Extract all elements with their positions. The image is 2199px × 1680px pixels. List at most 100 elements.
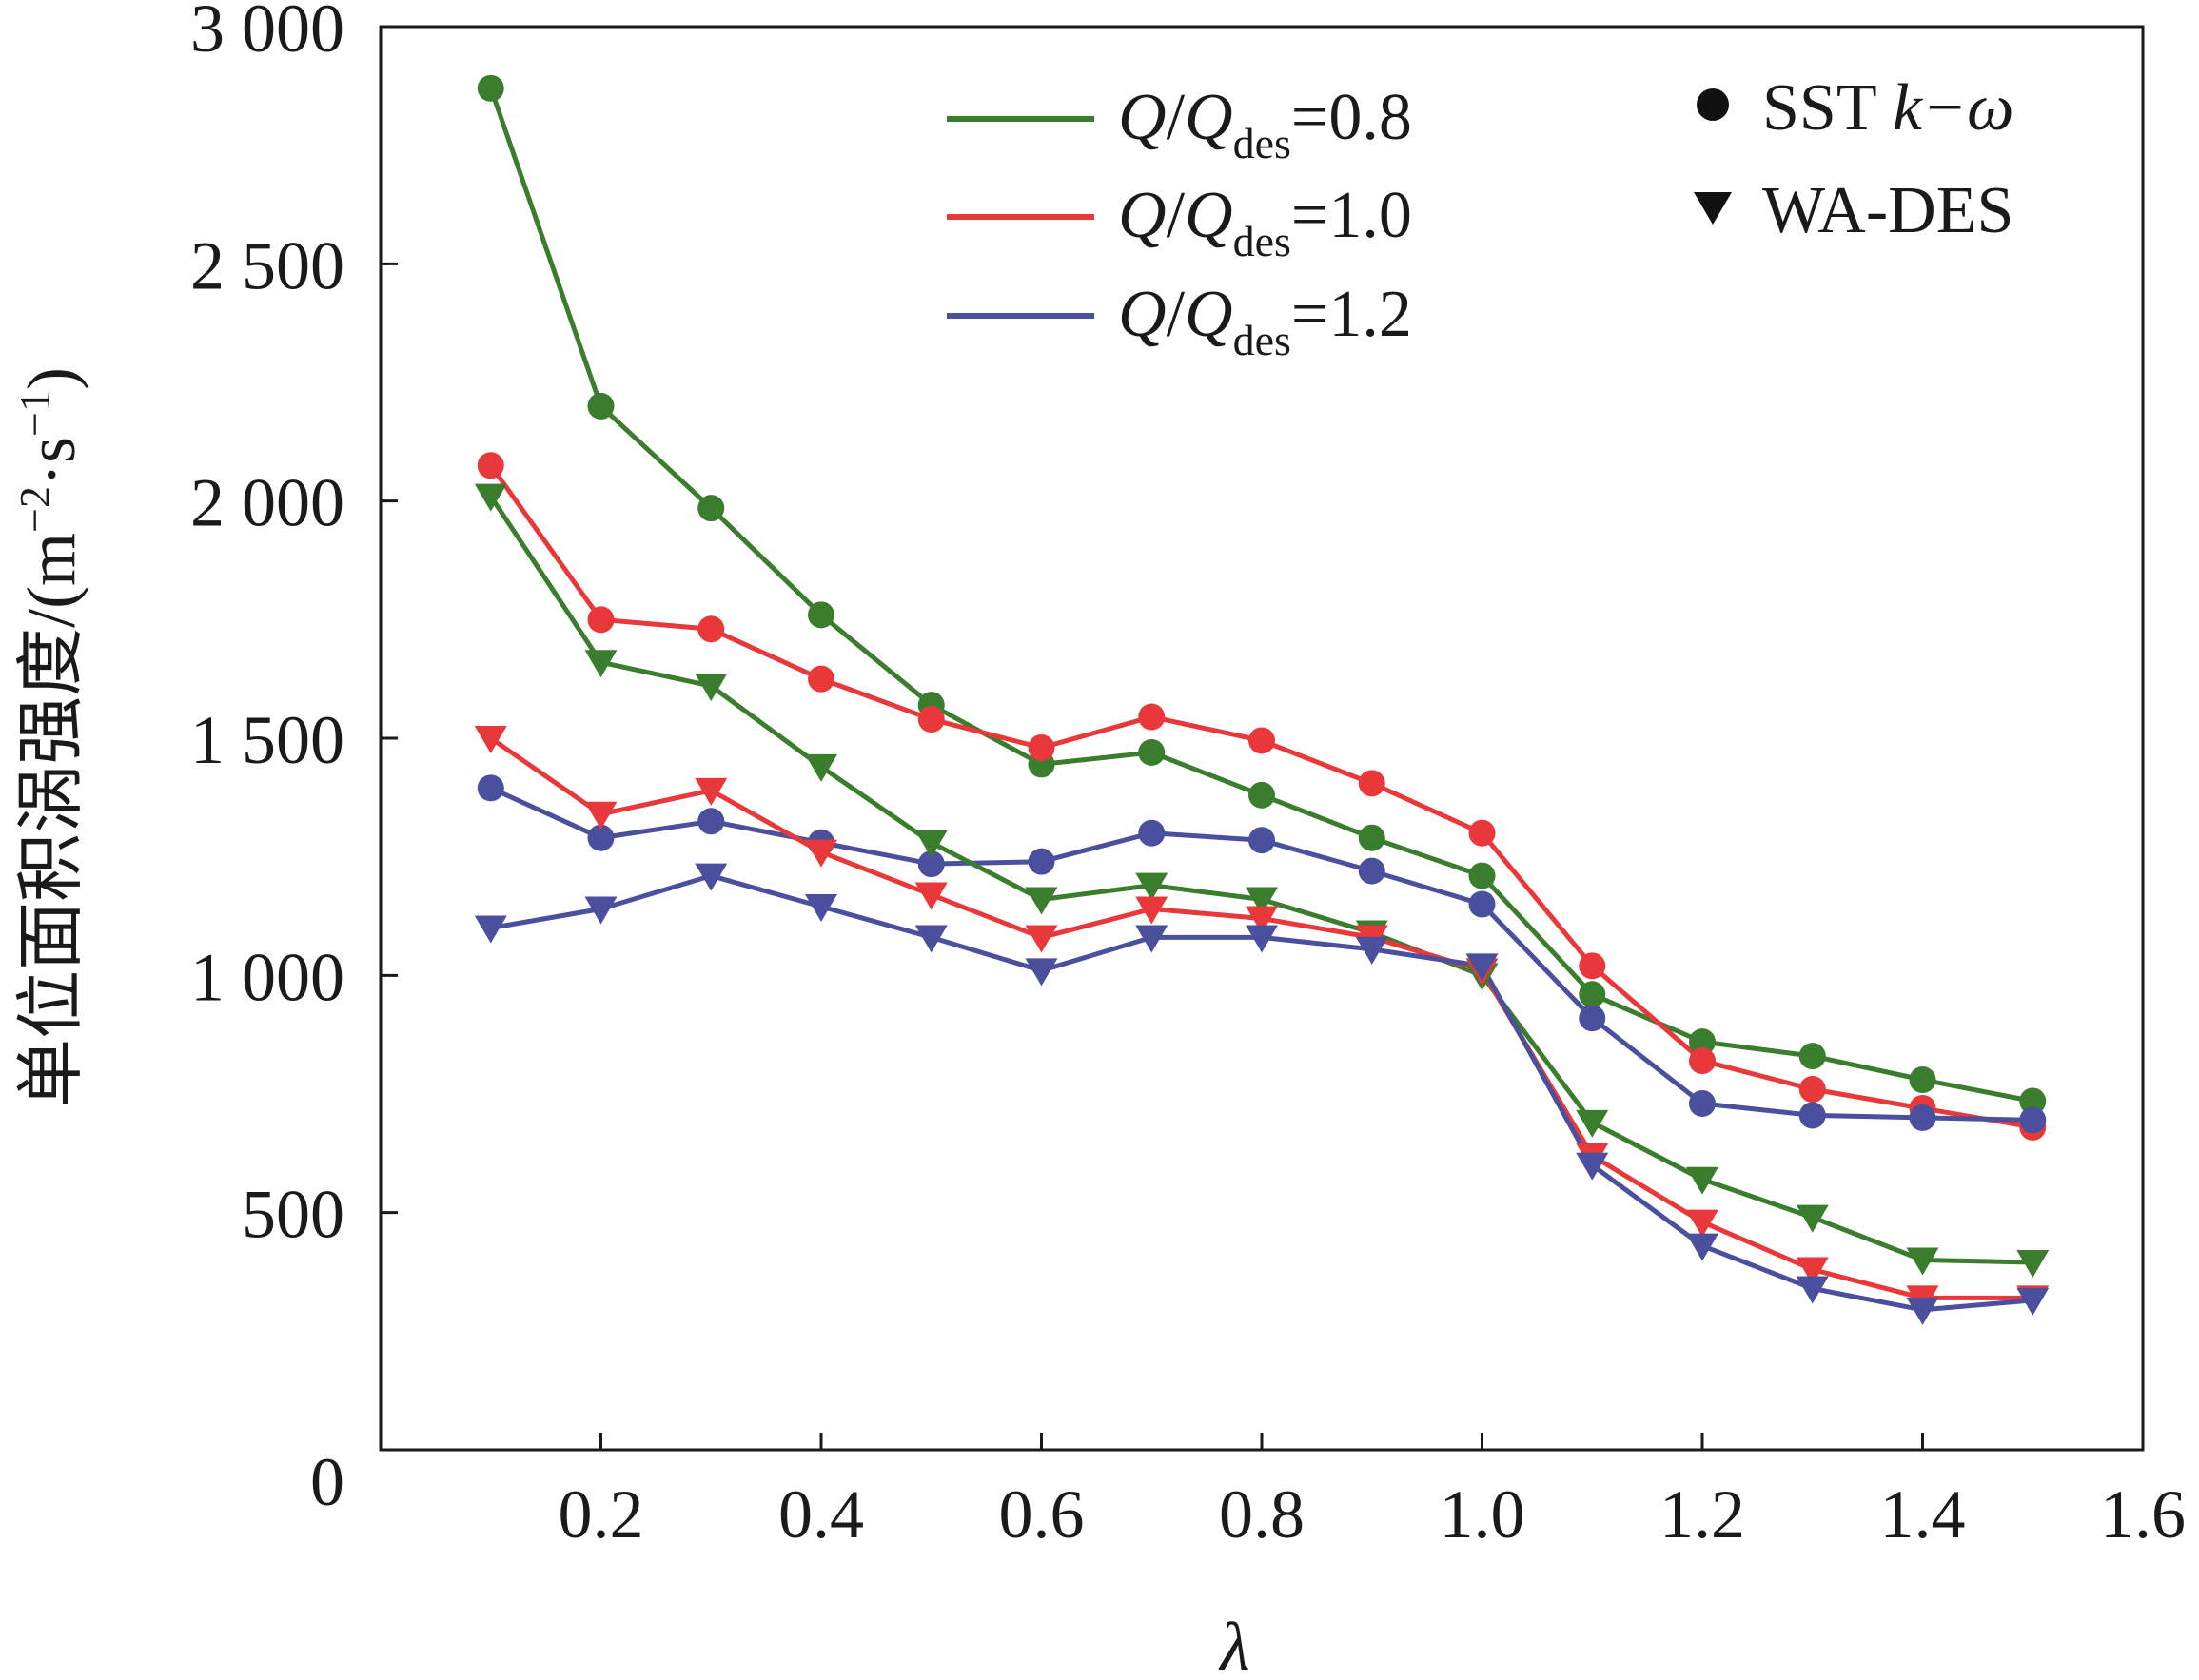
data-point-circle [1358, 770, 1385, 797]
y-tick-label: 1 500 [190, 702, 344, 778]
data-point-triangle [1025, 958, 1058, 987]
data-point-circle [1248, 781, 1275, 809]
data-point-circle [1358, 824, 1385, 851]
data-point-circle [587, 606, 615, 634]
data-point-circle [1468, 862, 1496, 889]
data-point-circle [1689, 1028, 1716, 1056]
data-point-triangle [2016, 1287, 2050, 1316]
data-point-circle [1689, 1089, 1716, 1117]
data-point-triangle [1025, 925, 1058, 953]
data-point-circle [697, 495, 725, 522]
legend-item-flow-1.0: Q/Qdes=1.0 [947, 179, 1412, 265]
legend-label: SST k−ω [1762, 71, 2014, 145]
data-point-triangle [1686, 1209, 1718, 1238]
legend-label: Q/Qdes=0.8 [1118, 81, 1412, 167]
data-point-triangle [1246, 887, 1278, 915]
data-point-triangle [1796, 1257, 1829, 1285]
data-point-triangle [805, 839, 837, 868]
x-tick-label: 1.2 [1659, 1476, 1745, 1553]
data-point-circle [1138, 819, 1166, 847]
data-point-triangle [1906, 1247, 1939, 1276]
x-tick-label: 0.4 [778, 1476, 864, 1553]
y-tick-label: 2 000 [190, 465, 344, 541]
data-point-triangle [1246, 925, 1278, 953]
y-tick-label: 0 [310, 1444, 344, 1520]
y-axis: 0 500 1 000 1 500 2 000 2 500 3 000 [190, 0, 398, 1520]
legend-label: Q/Qdes=1.0 [1118, 179, 1412, 265]
data-point-triangle [584, 896, 618, 925]
y-axis-title-prefix: 单位面积涡强度/(m [13, 533, 89, 1107]
legend-label: WA-DES [1762, 174, 2013, 247]
y-axis-title-exp2: −1 [10, 390, 59, 437]
data-point-triangle [1796, 1276, 1829, 1304]
data-point-circle [1138, 703, 1166, 731]
data-point-triangle [1135, 896, 1168, 925]
data-point-triangle [1135, 925, 1168, 953]
data-point-triangle [1355, 936, 1388, 965]
data-point-triangle [1576, 1152, 1609, 1181]
data-point-circle [587, 392, 615, 420]
data-point-circle [477, 74, 504, 102]
x-tick-label: 0.6 [999, 1476, 1085, 1553]
series-lines [488, 87, 2033, 1313]
y-tick-label: 3 000 [190, 0, 344, 67]
data-point-triangle [914, 830, 948, 858]
data-point-circle [1028, 733, 1055, 761]
data-point-circle [697, 615, 725, 643]
data-point-triangle [2016, 1250, 2050, 1279]
x-axis-title: λ [1218, 1609, 1249, 1680]
data-point-circle [1798, 1043, 1826, 1070]
data-point-triangle [1465, 953, 1499, 982]
data-point-triangle [1576, 1109, 1609, 1138]
legend-marker-circle [1697, 88, 1729, 121]
data-point-triangle [914, 882, 948, 910]
data-point-triangle [695, 863, 728, 891]
x-axis: 0.2 0.4 0.6 0.8 1.0 1.2 1.4 1.6 [559, 1433, 2186, 1553]
x-tick-label: 0.8 [1219, 1476, 1305, 1553]
data-point-circle [1138, 738, 1166, 766]
data-point-triangle [474, 915, 507, 944]
x-tick-label: 1.6 [2100, 1476, 2186, 1553]
legend: Q/Qdes=0.8 Q/Qdes=1.0 Q/Qdes=1.2 SST k−ω… [947, 71, 2014, 364]
y-tick-label: 2 500 [190, 227, 344, 303]
data-point-circle [1798, 1076, 1826, 1104]
y-tick-label: 500 [242, 1177, 344, 1253]
data-point-triangle [805, 753, 837, 782]
data-point-triangle [1906, 1297, 1939, 1325]
data-point-triangle [1025, 887, 1058, 915]
x-tick-label: 1.0 [1440, 1476, 1525, 1553]
data-point-circle [1798, 1102, 1826, 1129]
data-point-circle [1579, 1005, 1606, 1032]
data-point-circle [1468, 819, 1496, 847]
y-axis-title-middle: ·s [13, 437, 89, 486]
data-point-triangle [474, 483, 507, 512]
data-point-circle [697, 808, 725, 835]
data-point-triangle [1246, 906, 1278, 934]
data-point-circle [477, 774, 504, 802]
data-point-circle [1248, 827, 1275, 854]
legend-item-flow-1.2: Q/Qdes=1.2 [947, 278, 1412, 364]
data-point-circle [587, 824, 615, 851]
data-point-circle [808, 601, 834, 629]
data-point-circle [917, 706, 945, 733]
y-axis-title-suffix: ) [13, 367, 89, 390]
data-point-triangle [805, 894, 837, 923]
data-point-triangle [584, 650, 618, 678]
data-point-circle [1358, 857, 1385, 885]
data-point-circle [1028, 848, 1055, 875]
data-point-triangle [695, 777, 728, 806]
data-point-circle [1579, 981, 1606, 1008]
legend-item-sst: SST k−ω [1697, 71, 2014, 145]
data-point-circle [1248, 727, 1275, 754]
legend-label: Q/Qdes=1.2 [1118, 278, 1412, 364]
data-point-circle [917, 850, 945, 878]
x-tick-label: 1.4 [1880, 1476, 1966, 1553]
y-axis-title: 单位面积涡强度/(m−2·s−1) [10, 367, 89, 1107]
y-axis-title-exp1: −2 [10, 486, 59, 533]
data-point-triangle [1686, 1166, 1718, 1195]
data-point-triangle [584, 801, 618, 830]
legend-marker-triangle [1694, 192, 1732, 225]
data-point-circle [808, 665, 834, 693]
legend-item-flow-0.8: Q/Qdes=0.8 [947, 81, 1412, 167]
